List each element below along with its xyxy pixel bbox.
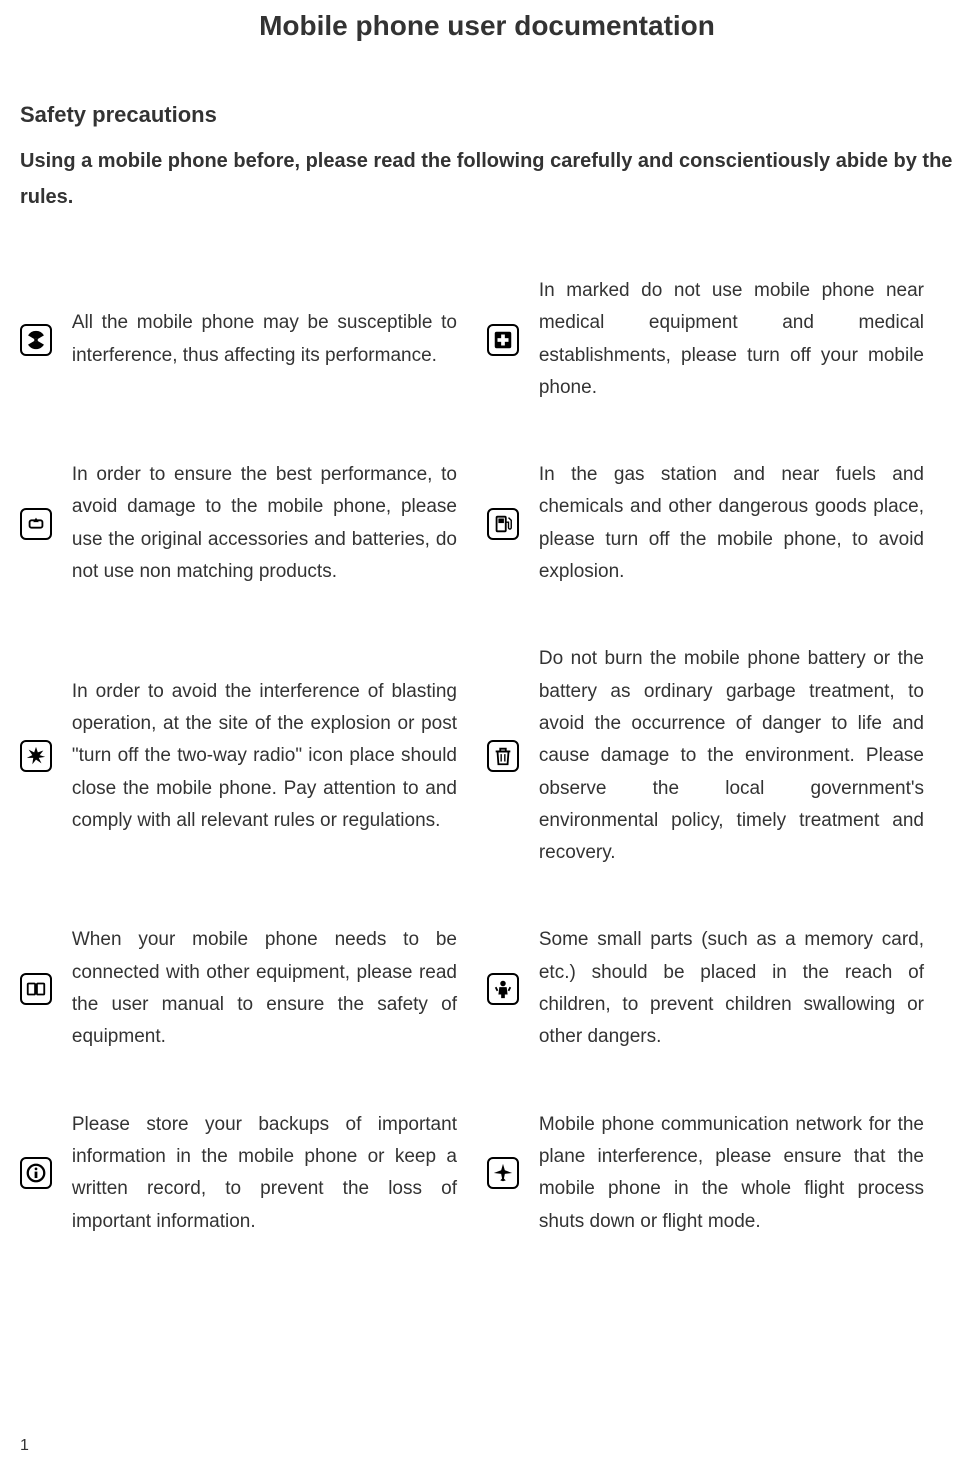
precaution-row: Please store your backups of important i…	[20, 1109, 954, 1293]
icon-cell	[20, 643, 72, 924]
icon-cell	[20, 1109, 72, 1293]
precaution-row: In order to ensure the best performance,…	[20, 459, 954, 643]
section-heading: Safety precautions	[20, 102, 954, 128]
fuel-icon	[487, 508, 519, 540]
medical-icon	[487, 324, 519, 356]
explosion-icon	[20, 740, 52, 772]
icon-cell	[487, 459, 539, 643]
icon-cell	[487, 1109, 539, 1293]
page-number: 1	[20, 1437, 29, 1455]
icon-cell	[487, 643, 539, 924]
precaution-text: In marked do not use mobile phone near m…	[539, 275, 954, 459]
precaution-text: In the gas station and near fuels and ch…	[539, 459, 954, 643]
precaution-text: All the mobile phone may be susceptible …	[72, 275, 487, 459]
precaution-row: In order to avoid the interference of bl…	[20, 643, 954, 924]
icon-cell	[20, 275, 72, 459]
info-icon	[20, 1157, 52, 1189]
icon-cell	[20, 459, 72, 643]
radiation-icon	[20, 324, 52, 356]
airplane-icon	[487, 1157, 519, 1189]
children-icon	[487, 973, 519, 1005]
connection-icon	[20, 973, 52, 1005]
precaution-text: Some small parts (such as a memory card,…	[539, 924, 954, 1108]
icon-cell	[487, 275, 539, 459]
precaution-text: Mobile phone communication network for t…	[539, 1109, 954, 1293]
precaution-text: Please store your backups of important i…	[72, 1109, 487, 1293]
precaution-text: When your mobile phone needs to be conne…	[72, 924, 487, 1108]
precaution-text: In order to ensure the best performance,…	[72, 459, 487, 643]
precaution-text: In order to avoid the interference of bl…	[72, 643, 487, 924]
accessories-icon	[20, 508, 52, 540]
icon-cell	[20, 924, 72, 1108]
precaution-row: All the mobile phone may be susceptible …	[20, 275, 954, 459]
intro-text: Using a mobile phone before, please read…	[20, 143, 954, 215]
precaution-text: Do not burn the mobile phone battery or …	[539, 643, 954, 924]
page-title: Mobile phone user documentation	[20, 10, 954, 42]
icon-cell	[487, 924, 539, 1108]
precautions-table: All the mobile phone may be susceptible …	[20, 275, 954, 1293]
trash-icon	[487, 740, 519, 772]
precaution-row: When your mobile phone needs to be conne…	[20, 924, 954, 1108]
